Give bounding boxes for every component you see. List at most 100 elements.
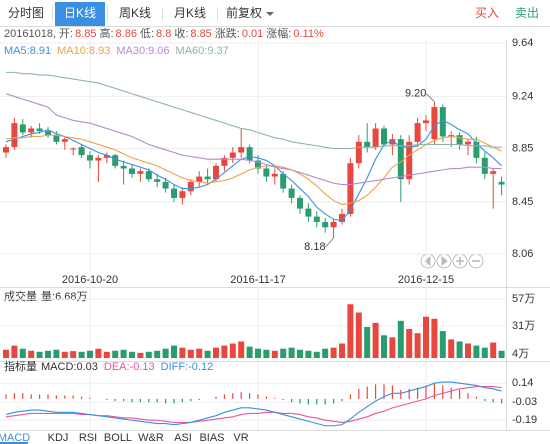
indicator-tab[interactable]: BOLL [104, 432, 132, 444]
candle-body [45, 131, 51, 136]
panel-title: 成交量 [4, 289, 37, 303]
volume-bar [45, 350, 51, 358]
candle-body [70, 148, 77, 150]
candle-body [36, 128, 43, 132]
legend-name: MA5: [4, 45, 30, 57]
volume-bar [498, 350, 505, 358]
panel-title: 指标量 [4, 359, 37, 373]
candle-body [313, 216, 320, 222]
candle-body [120, 165, 127, 169]
volume-bar [297, 349, 303, 358]
indicator-tab[interactable]: RSI [79, 432, 97, 444]
indicator-tab[interactable]: ASI [174, 432, 192, 444]
candle-body [280, 173, 287, 189]
x-tick-label: 2016-12-15 [398, 274, 454, 286]
volume-bar [19, 348, 26, 358]
legend-name: MA60: [176, 45, 208, 57]
volume-bar [213, 347, 219, 358]
tab[interactable] [165, 2, 215, 26]
volume-legend: 成交量 量:6.68万 [4, 289, 87, 303]
tab[interactable] [55, 2, 105, 26]
y-tick-label: -0.03 [512, 396, 537, 408]
volume-bar [313, 351, 320, 358]
legend-value: 8.93 [89, 45, 110, 57]
info-value: 0.01 [242, 28, 263, 40]
candle-body [490, 171, 497, 174]
tab-label: 前复权 [226, 5, 262, 20]
volume-bar [381, 335, 387, 358]
volume-bar [465, 343, 471, 358]
legend-name: 量: [41, 290, 55, 303]
volume-bar [120, 349, 127, 358]
candle-body [179, 191, 186, 198]
candle-body [196, 176, 203, 182]
x-tick-label: 2016-10-20 [62, 274, 118, 286]
y-tick-label: 31万 [512, 320, 535, 332]
candle-body [238, 147, 245, 153]
annotation-label: 9.20 [405, 88, 426, 100]
info-label: 涨跌: [215, 26, 240, 40]
candle-body [61, 139, 68, 142]
sell-button[interactable]: 卖出 [515, 6, 539, 20]
candle-body [103, 155, 110, 158]
indicator-tab[interactable]: W&R [138, 432, 164, 444]
legend-value: 6.68万 [55, 291, 87, 303]
candle-body [187, 181, 194, 192]
y-tick-label: 8.45 [512, 196, 533, 208]
indicator-tab[interactable]: VR [233, 432, 248, 444]
volume-bar [145, 351, 152, 358]
candle-body [229, 152, 236, 158]
candle-body [431, 107, 438, 140]
volume-bar [263, 349, 270, 358]
candle-body [221, 157, 228, 166]
legend-value: 9.37 [207, 45, 228, 57]
indicator-tab[interactable]: MACD [0, 432, 30, 444]
candle-body [372, 128, 379, 148]
y-tick-label: -0.19 [512, 414, 537, 426]
volume-bar [221, 345, 228, 358]
y-tick-label: 8.85 [512, 142, 533, 154]
candle-body [297, 197, 303, 209]
tab[interactable] [2, 2, 50, 26]
tab-label: 分时图 [8, 6, 44, 20]
candle-body [162, 181, 169, 189]
volume-bar [322, 348, 329, 358]
volume-bar [280, 348, 287, 358]
candle-body [439, 107, 446, 137]
candle-body [381, 128, 387, 145]
info-label: 开: [59, 28, 73, 40]
candle-body [19, 124, 26, 133]
volume-bar [397, 320, 404, 358]
volume-bar [305, 350, 312, 358]
candle-body [288, 188, 295, 198]
indicator-tab[interactable]: BIAS [199, 432, 224, 444]
candle-body [255, 160, 261, 169]
legend-value: -0.12 [188, 361, 213, 373]
info-value: 8.85 [190, 28, 211, 40]
tab[interactable] [110, 2, 160, 26]
candle-body [53, 135, 60, 142]
ma-legend: MA5:8.91 MA10:8.93 MA30:9.06 MA60:9.37 [4, 45, 229, 57]
legend-value: -0.13 [130, 361, 155, 373]
info-date: 20161018, [4, 28, 56, 40]
legend-value: 8.91 [30, 45, 51, 57]
indicator-tab[interactable]: KDJ [48, 432, 69, 444]
buy-button[interactable]: 买入 [475, 6, 499, 20]
y-tick-label: 8.06 [512, 248, 533, 260]
volume-bar [246, 346, 253, 358]
volume-bar [448, 339, 455, 358]
candle-body [397, 139, 404, 180]
volume-bar [288, 347, 295, 358]
active-tab-underline [0, 442, 28, 444]
macd-legend: 指标量 MACD:0.03 DEA:-0.13 DIFF:-0.12 [4, 359, 213, 373]
candle-body [465, 141, 471, 145]
info-label: 低: [140, 27, 154, 40]
candle-body [481, 157, 488, 174]
volume-bar [490, 342, 497, 358]
volume-bar [129, 351, 135, 358]
volume-bar [439, 331, 446, 358]
candle-body [347, 163, 354, 214]
volume-bar [204, 350, 211, 358]
candle-body [87, 155, 93, 161]
